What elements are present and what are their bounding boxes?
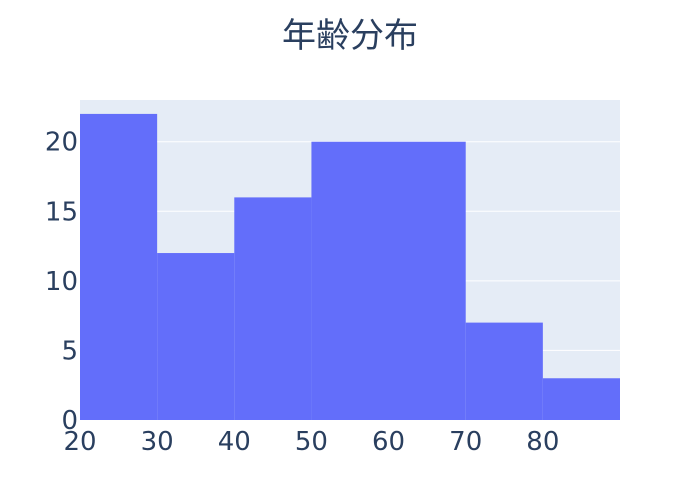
histogram-bar: [157, 253, 235, 420]
x-tick-label: 20: [63, 427, 96, 457]
histogram-bar: [465, 322, 543, 420]
x-tick-label: 30: [141, 427, 174, 457]
x-tick-label: 50: [295, 427, 328, 457]
histogram-bar: [311, 141, 466, 420]
y-tick-label: 0: [61, 406, 78, 436]
y-tick-label: 15: [45, 197, 78, 227]
chart-title: 年齢分布: [282, 16, 418, 56]
y-tick-label: 10: [45, 267, 78, 297]
histogram-bar: [234, 197, 312, 420]
x-tick-label: 40: [218, 427, 251, 457]
x-tick-label: 70: [449, 427, 482, 457]
histogram-bar: [80, 113, 158, 421]
y-tick-label: 20: [45, 128, 78, 158]
y-tick-label: 5: [61, 336, 78, 366]
histogram-bar: [542, 378, 620, 420]
x-tick-label: 80: [526, 427, 559, 457]
x-tick-label: 60: [372, 427, 405, 457]
